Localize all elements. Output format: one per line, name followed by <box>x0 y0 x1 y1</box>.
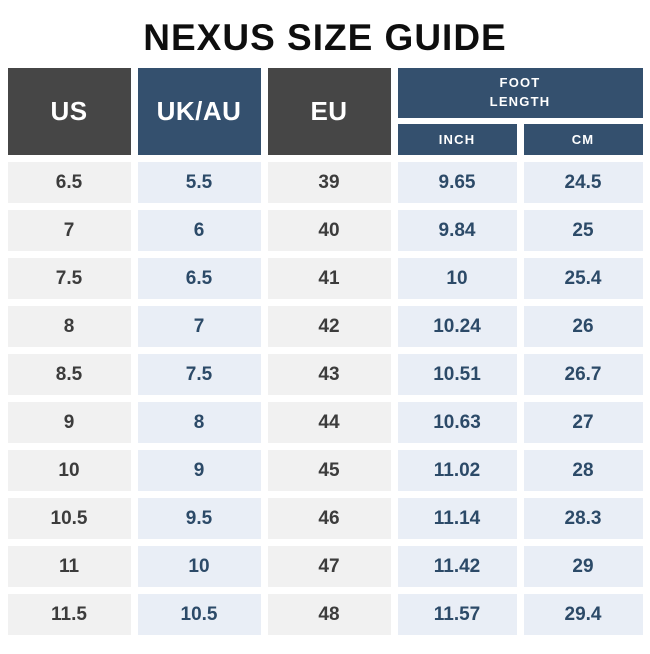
cell-uk-au: 9 <box>137 450 261 491</box>
column-header-eu: EU <box>267 68 391 155</box>
cell-uk-au: 9.5 <box>137 498 261 539</box>
cell-eu: 40 <box>267 210 391 251</box>
cell-inch: 11.14 <box>397 498 517 539</box>
cell-cm: 25.4 <box>523 258 643 299</box>
cell-us: 11 <box>7 546 131 587</box>
column-header-cm: CM <box>523 124 643 155</box>
cell-uk-au: 6 <box>137 210 261 251</box>
cell-uk-au: 6.5 <box>137 258 261 299</box>
cell-eu: 39 <box>267 162 391 203</box>
page-title: NEXUS SIZE GUIDE <box>143 17 507 58</box>
cell-uk-au: 5.5 <box>137 162 261 203</box>
cell-inch: 10.51 <box>397 354 517 395</box>
cell-inch: 10 <box>397 258 517 299</box>
cell-cm: 26 <box>523 306 643 347</box>
cell-uk-au: 10 <box>137 546 261 587</box>
cell-cm: 29 <box>523 546 643 587</box>
cell-us: 9 <box>7 402 131 443</box>
cell-us: 6.5 <box>7 162 131 203</box>
size-table-header: US UK/AU EU FOOT LENGTH INCH CM <box>7 68 643 155</box>
cell-eu: 44 <box>267 402 391 443</box>
cell-cm: 24.5 <box>523 162 643 203</box>
cell-uk-au: 8 <box>137 402 261 443</box>
cell-cm: 27 <box>523 402 643 443</box>
cell-us: 7.5 <box>7 258 131 299</box>
cell-cm: 26.7 <box>523 354 643 395</box>
cell-us: 10.5 <box>7 498 131 539</box>
cell-inch: 11.57 <box>397 594 517 635</box>
cell-cm: 25 <box>523 210 643 251</box>
cell-inch: 9.84 <box>397 210 517 251</box>
cell-us: 7 <box>7 210 131 251</box>
cell-cm: 28 <box>523 450 643 491</box>
cell-us: 10 <box>7 450 131 491</box>
column-header-uk-au: UK/AU <box>137 68 261 155</box>
cell-eu: 45 <box>267 450 391 491</box>
cell-uk-au: 7 <box>137 306 261 347</box>
cell-inch: 11.42 <box>397 546 517 587</box>
cell-uk-au: 7.5 <box>137 354 261 395</box>
cell-us: 8 <box>7 306 131 347</box>
cell-eu: 42 <box>267 306 391 347</box>
cell-eu: 41 <box>267 258 391 299</box>
cell-inch: 10.63 <box>397 402 517 443</box>
cell-eu: 43 <box>267 354 391 395</box>
cell-inch: 9.65 <box>397 162 517 203</box>
column-header-us: US <box>7 68 131 155</box>
cell-us: 11.5 <box>7 594 131 635</box>
cell-us: 8.5 <box>7 354 131 395</box>
cell-eu: 47 <box>267 546 391 587</box>
size-table-body: 6.5 5.5 39 9.65 24.5 7 6 40 9.84 25 7.5 6.5 41 10 25.4… <box>7 162 643 635</box>
cell-inch: 11.02 <box>397 450 517 491</box>
cell-cm: 28.3 <box>523 498 643 539</box>
cell-inch: 10.24 <box>397 306 517 347</box>
column-header-foot-length: FOOT LENGTH <box>397 68 643 118</box>
cell-eu: 46 <box>267 498 391 539</box>
column-header-inch: INCH <box>397 124 517 155</box>
cell-uk-au: 10.5 <box>137 594 261 635</box>
cell-cm: 29.4 <box>523 594 643 635</box>
cell-eu: 48 <box>267 594 391 635</box>
